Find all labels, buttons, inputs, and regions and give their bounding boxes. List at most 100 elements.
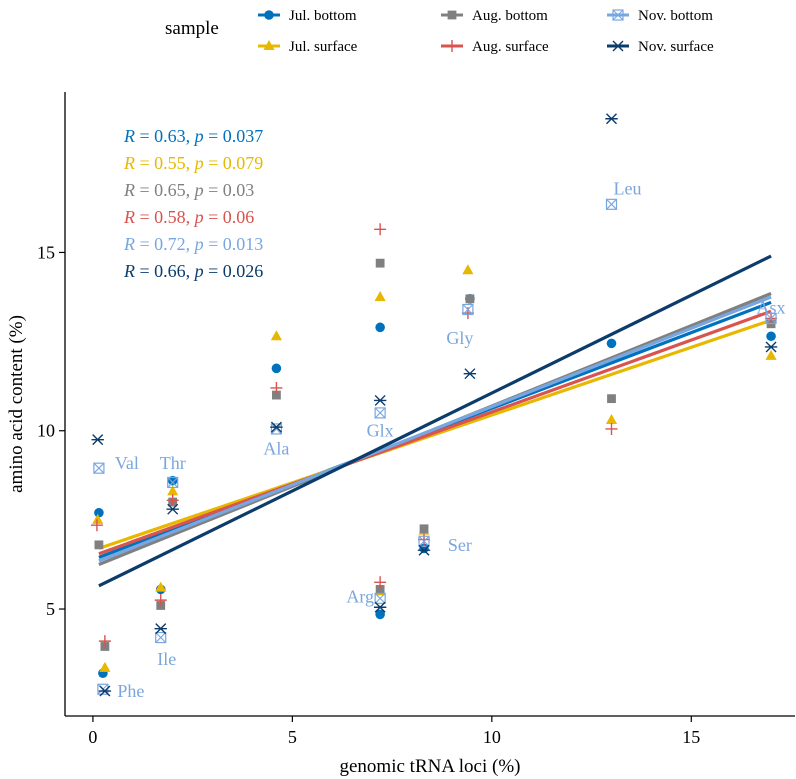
point-series-4 [374,407,386,419]
point-series-4 [270,423,283,435]
point-series-2 [272,390,281,400]
stat-label-1: R = 0.55, p = 0.079 [123,153,263,173]
point-series-4 [462,303,474,316]
fit-lines [98,254,772,588]
legend-label-1: Jul. surface [289,39,358,55]
point-series-0 [167,475,178,486]
legend-key-marker [263,40,275,50]
x-tick-label: 5 [288,727,297,747]
x-tick-label: 10 [483,727,501,747]
axes: genomic tRNA loci (%) amino acid content… [6,92,795,777]
point-series-1 [155,581,167,592]
point-series-5 [270,421,283,433]
point-series-5 [373,394,387,406]
point-series-2 [94,540,104,550]
point-series-0 [766,331,776,342]
legend-key-marker [611,40,625,52]
residue-label: Phe [117,681,144,701]
point-series-2 [465,294,475,304]
point-series-3 [166,494,179,507]
correlation-stats: R = 0.63, p = 0.037 R = 0.55, p = 0.079 R … [123,126,263,281]
point-series-5 [98,685,112,697]
legend-key-marker [447,10,457,20]
y-tick-label: 5 [46,599,55,619]
legend-label-2: Aug. bottom [472,8,548,24]
point-series-5 [417,544,431,556]
point-series-5 [463,368,477,380]
point-series-1 [270,330,283,341]
point-series-3 [90,519,103,532]
legend-key-marker [446,40,458,52]
residue-label: Gly [446,328,473,348]
point-series-3 [605,422,618,435]
fit-line-5 [98,254,772,588]
stat-label-3: R = 0.58, p = 0.06 [123,207,254,227]
point-series-4 [374,592,386,604]
legend-key-marker [612,9,624,21]
legend-label-3: Aug. surface [472,39,549,55]
fit-line-4 [98,295,772,563]
residue-label: Leu [613,178,641,198]
legend-label-4: Nov. bottom [638,8,713,24]
fit-line-3 [98,309,772,556]
legend: sample Jul. bottom Jul. surface Aug. botto… [165,8,714,55]
point-series-5 [605,113,618,125]
residue-label: Ala [263,439,289,459]
point-series-5 [91,434,104,446]
x-tick-label: 15 [682,727,700,747]
point-series-5 [154,623,167,635]
y-tick-label: 10 [37,421,55,441]
residue-label: Arg [346,587,374,607]
residue-label: Ser [448,535,472,555]
point-annotations: Val Thr Ala Glx Gly Leu Asx Ser Arg Ile Phe [115,178,786,701]
residue-label: Thr [160,453,186,473]
stat-label-2: R = 0.65, p = 0.03 [123,180,254,200]
point-series-3 [98,635,111,648]
fit-line-1 [98,318,772,550]
point-series-3 [154,594,167,607]
point-series-3 [374,223,387,236]
residue-label: Asx [757,298,786,318]
point-series-4 [93,462,105,474]
point-series-3 [418,533,431,546]
legend-label-5: Nov. surface [638,39,714,55]
y-tick-label: 15 [37,242,55,262]
point-series-3 [270,381,283,394]
legend-key-marker [264,10,274,20]
point-series-4 [418,535,430,547]
stat-label-0: R = 0.63, p = 0.037 [123,126,263,146]
x-axis-label: genomic tRNA loci (%) [340,756,521,777]
residue-label: Ile [157,649,176,669]
x-tick-label: 0 [88,727,97,747]
point-series-1 [167,485,179,496]
point-series-0 [375,609,385,620]
point-series-1 [605,414,618,425]
point-series-0 [606,338,617,349]
point-series-1 [765,349,777,360]
point-series-5 [764,341,778,353]
data-points [90,113,778,697]
point-series-4 [167,476,179,489]
point-series-1 [99,661,111,672]
point-series-0 [94,507,104,518]
residue-label: Val [115,453,139,473]
stat-label-4: R = 0.72, p = 0.013 [123,234,263,254]
point-series-2 [375,258,385,268]
point-series-4 [155,631,167,644]
point-series-2 [375,585,385,594]
point-series-1 [462,264,474,275]
point-series-5 [373,601,387,613]
residue-label: Glx [367,421,394,441]
point-series-0 [375,322,385,333]
point-series-1 [374,291,386,302]
point-series-4 [605,198,618,210]
point-series-0 [271,363,282,374]
stat-label-5: R = 0.66, p = 0.026 [123,261,263,281]
point-series-5 [166,503,179,515]
legend-label-0: Jul. bottom [289,8,357,24]
point-series-4 [765,312,777,325]
point-series-2 [419,524,429,534]
point-series-1 [92,513,104,524]
y-axis-label: amino acid content (%) [6,315,27,493]
